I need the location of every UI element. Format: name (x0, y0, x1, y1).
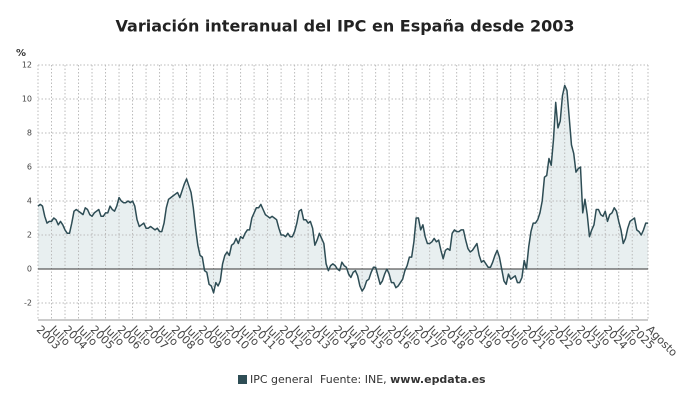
legend-swatch (238, 375, 247, 384)
y-tick-label: -2 (24, 299, 32, 308)
source-text: Fuente: INE, (320, 373, 387, 386)
y-tick-label: 10 (22, 95, 32, 104)
source: Fuente: INE, www.epdata.es (320, 373, 486, 386)
y-tick-label: 6 (27, 163, 32, 172)
line (37, 84, 648, 294)
y-tick-label: 8 (27, 129, 32, 138)
area (38, 85, 648, 293)
legend-label: IPC general (250, 373, 313, 386)
y-tick-label: 0 (27, 265, 32, 274)
source-link: www.epdata.es (390, 373, 486, 386)
y-tick-label: 12 (22, 61, 32, 70)
y-tick-label: 2 (27, 231, 32, 240)
chart-title: Variación interanual del IPC en España d… (116, 17, 575, 36)
y-axis-label: % (16, 48, 26, 59)
y-tick-label: 4 (27, 197, 32, 206)
